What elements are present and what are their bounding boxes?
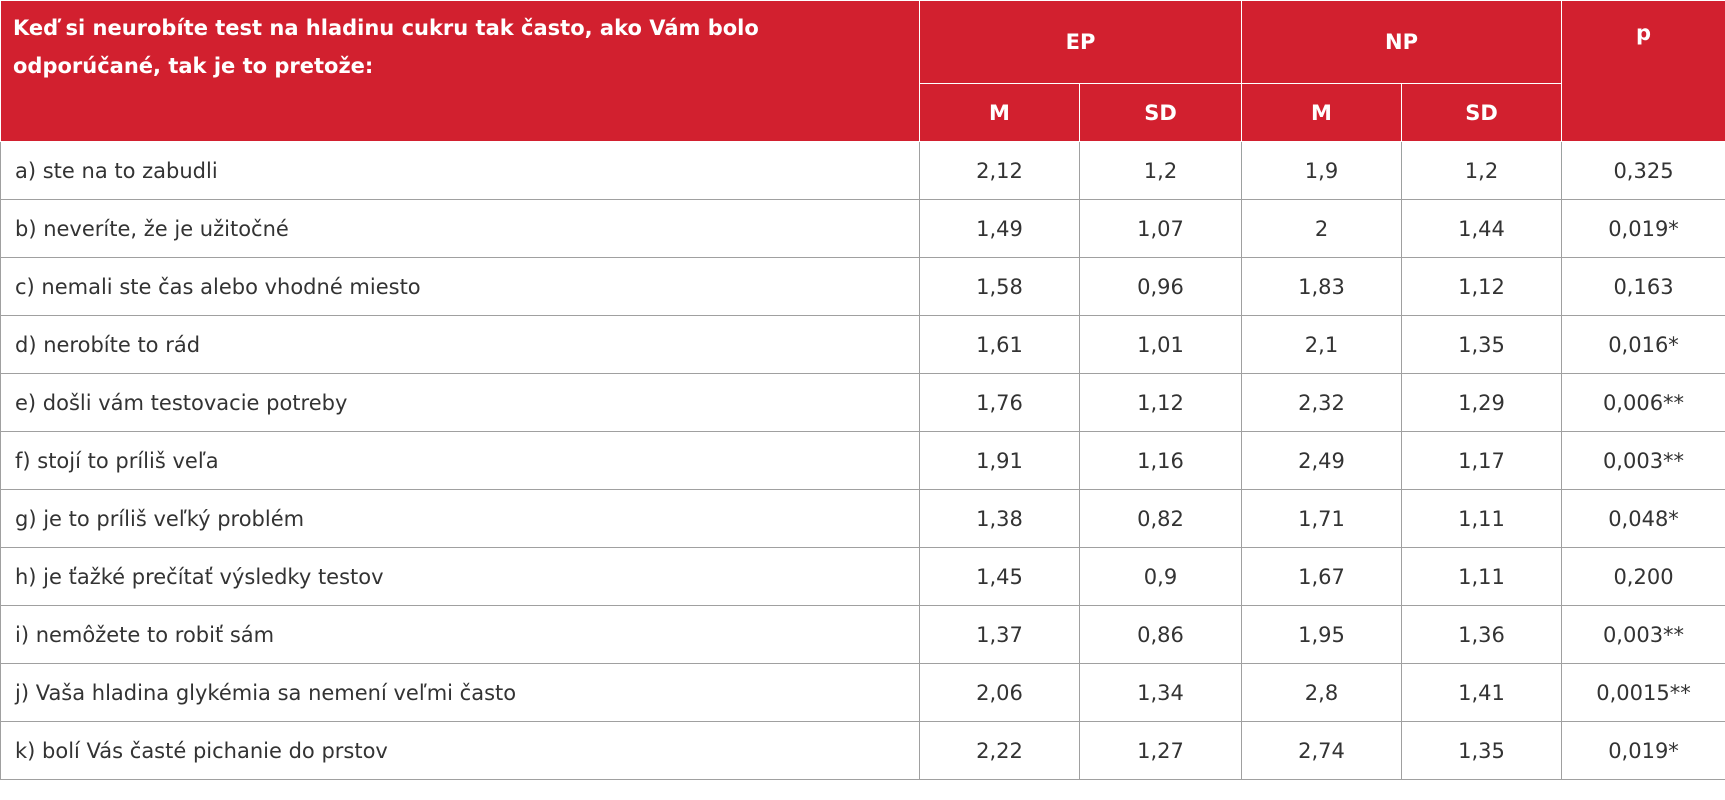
cell: 0,163: [1561, 257, 1725, 316]
cell: 1,95: [1241, 605, 1402, 664]
cell: 1,36: [1401, 605, 1562, 664]
cell: 2,22: [919, 721, 1080, 780]
cell: 0,82: [1079, 489, 1242, 548]
cell: 1,07: [1079, 199, 1242, 258]
cell: 0,019*: [1561, 199, 1725, 258]
cell: 0,200: [1561, 547, 1725, 606]
row-label: k) bolí Vás časté pichanie do prstov: [0, 721, 920, 780]
row-label: d) nerobíte to rád: [0, 315, 920, 374]
cell: 0,003**: [1561, 431, 1725, 490]
cell: 1,29: [1401, 373, 1562, 432]
cell: 0,86: [1079, 605, 1242, 664]
table-row: e) došli vám testovacie potreby 1,76 1,12 2…: [0, 373, 1725, 432]
row-label: g) je to príliš veľký problém: [0, 489, 920, 548]
cell: 1,67: [1241, 547, 1402, 606]
cell: 0,325: [1561, 141, 1725, 200]
cell: 1,45: [919, 547, 1080, 606]
group-header: EP: [919, 0, 1242, 84]
cell: 2,49: [1241, 431, 1402, 490]
cell: 1,11: [1401, 547, 1562, 606]
cell: 0,006**: [1561, 373, 1725, 432]
subheader: M: [919, 83, 1080, 142]
table-body: a) ste na to zabudli 2,12 1,2 1,9 1,2 0,325 b)…: [0, 141, 1725, 780]
subheader: M: [1241, 83, 1402, 142]
table-row: f) stojí to príliš veľa 1,91 1,16 2,49 1,17 0…: [0, 431, 1725, 490]
cell: 1,2: [1401, 141, 1562, 200]
cell: 2,8: [1241, 663, 1402, 722]
cell: 1,17: [1401, 431, 1562, 490]
cell: 1,12: [1079, 373, 1242, 432]
cell: 2,06: [919, 663, 1080, 722]
table-row: h) je ťažké prečítať výsledky testov 1,45…: [0, 547, 1725, 606]
cell: 1,34: [1079, 663, 1242, 722]
cell: 1,76: [919, 373, 1080, 432]
group-header: NP: [1241, 0, 1562, 84]
cell: 1,16: [1079, 431, 1242, 490]
cell: 1,44: [1401, 199, 1562, 258]
row-label: e) došli vám testovacie potreby: [0, 373, 920, 432]
row-label: b) neveríte, že je užitočné: [0, 199, 920, 258]
cell: 1,91: [919, 431, 1080, 490]
table-row: a) ste na to zabudli 2,12 1,2 1,9 1,2 0,325: [0, 141, 1725, 200]
question-header: Keď si neurobíte test na hladinu cukru t…: [0, 0, 920, 142]
row-label: h) je ťažké prečítať výsledky testov: [0, 547, 920, 606]
table-row: j) Vaša hladina glykémia sa nemení veľmi…: [0, 663, 1725, 722]
cell: 2: [1241, 199, 1402, 258]
cell: 0,003**: [1561, 605, 1725, 664]
cell: 1,12: [1401, 257, 1562, 316]
cell: 1,37: [919, 605, 1080, 664]
cell: 2,12: [919, 141, 1080, 200]
cell: 0,048*: [1561, 489, 1725, 548]
cell: 1,9: [1241, 141, 1402, 200]
row-label: f) stojí to príliš veľa: [0, 431, 920, 490]
table-row: b) neveríte, že je užitočné 1,49 1,07 2 1,44…: [0, 199, 1725, 258]
table-row: c) nemali ste čas alebo vhodné miesto 1,5…: [0, 257, 1725, 316]
table-row: k) bolí Vás časté pichanie do prstov 2,22…: [0, 721, 1725, 780]
header-row: Keď si neurobíte test na hladinu cukru t…: [0, 0, 1725, 142]
cell: 0,96: [1079, 257, 1242, 316]
cell: 0,0015**: [1561, 663, 1725, 722]
row-label: a) ste na to zabudli: [0, 141, 920, 200]
cell: 1,41: [1401, 663, 1562, 722]
cell: 0,9: [1079, 547, 1242, 606]
table-header: Keď si neurobíte test na hladinu cukru t…: [0, 0, 1725, 142]
row-label: j) Vaša hladina glykémia sa nemení veľmi…: [0, 663, 920, 722]
cell: 0,019*: [1561, 721, 1725, 780]
cell: 1,01: [1079, 315, 1242, 374]
cell: 1,71: [1241, 489, 1402, 548]
cell: 2,1: [1241, 315, 1402, 374]
cell: 2,74: [1241, 721, 1402, 780]
cell: 1,61: [919, 315, 1080, 374]
cell: 1,83: [1241, 257, 1402, 316]
cell: 2,32: [1241, 373, 1402, 432]
cell: 1,58: [919, 257, 1080, 316]
cell: 1,35: [1401, 315, 1562, 374]
cell: 1,38: [919, 489, 1080, 548]
cell: 1,35: [1401, 721, 1562, 780]
cell: 0,016*: [1561, 315, 1725, 374]
cell: 1,2: [1079, 141, 1242, 200]
cell: 1,49: [919, 199, 1080, 258]
cell: 1,27: [1079, 721, 1242, 780]
p-header: p: [1561, 0, 1725, 142]
subheader-row: M SD M SD: [1, 83, 1725, 142]
table-row: d) nerobíte to rád 1,61 1,01 2,1 1,35 0,016*: [0, 315, 1725, 374]
row-label: c) nemali ste čas alebo vhodné miesto: [0, 257, 920, 316]
subheader: SD: [1401, 83, 1562, 142]
table-row: g) je to príliš veľký problém 1,38 0,82 1,7…: [0, 489, 1725, 548]
data-table: Keď si neurobíte test na hladinu cukru t…: [0, 0, 1725, 780]
table-row: i) nemôžete to robiť sám 1,37 0,86 1,95 1,36…: [0, 605, 1725, 664]
subheader: SD: [1079, 83, 1242, 142]
cell: 1,11: [1401, 489, 1562, 548]
row-label: i) nemôžete to robiť sám: [0, 605, 920, 664]
